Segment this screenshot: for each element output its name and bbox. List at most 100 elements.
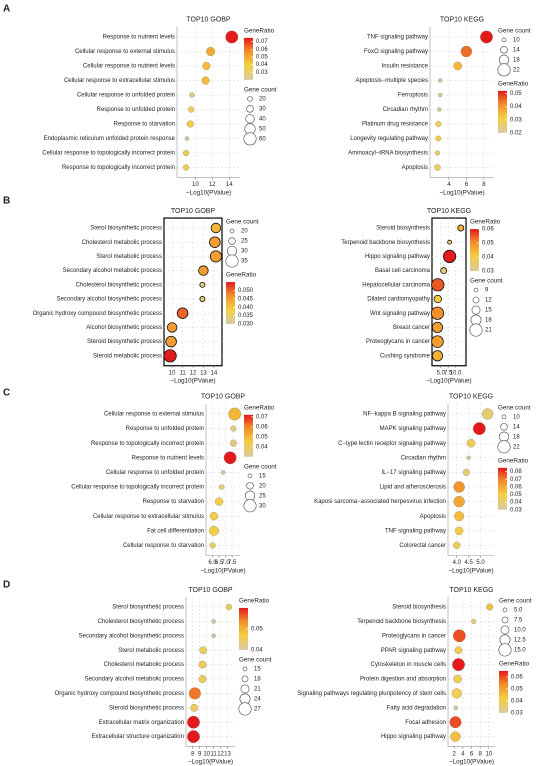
bubble <box>460 45 473 58</box>
bubble <box>199 296 206 302</box>
bubble <box>202 61 211 71</box>
chart-title: TOP10 KEGG <box>440 17 484 24</box>
bubble <box>480 30 493 44</box>
size-key-label: 20 <box>241 229 248 235</box>
colorbar-label: 0.03 <box>511 710 523 716</box>
x-axis-label: −Log10(PValue) <box>200 567 245 574</box>
category-label: Fat cell differentiation <box>147 528 204 534</box>
size-key <box>500 46 508 54</box>
bubble <box>188 687 201 700</box>
bubble <box>450 731 461 742</box>
category-label: Cytoskeleton in muscle cells <box>371 662 446 668</box>
chart-title: TOP10 GOBP <box>186 17 231 24</box>
category-label: Cellular response to starvation <box>123 543 204 549</box>
category-label: Kaposi sarcoma−associated herpesvirus in… <box>314 499 446 505</box>
x-tick-label: 7.0 <box>221 560 230 566</box>
bubble <box>434 164 441 171</box>
bubble <box>462 468 470 476</box>
bubble <box>198 660 207 669</box>
colorbar <box>499 670 508 713</box>
category-label: Apoptosis−multiple species <box>355 78 428 84</box>
bubble <box>184 136 190 141</box>
category-label: Wnt signaling pathway <box>370 311 430 317</box>
colorbar <box>226 282 235 325</box>
size-key <box>247 473 253 479</box>
category-label: Ferroptosis <box>398 93 428 99</box>
category-label: Signaling pathways regulating pluripoten… <box>297 691 446 697</box>
bubble <box>201 76 210 85</box>
colorbar-label: 0.04 <box>510 104 522 110</box>
bubble <box>431 321 444 333</box>
size-key <box>228 237 236 245</box>
x-tick-label: 13 <box>200 370 207 376</box>
size-key-label: 15 <box>254 666 261 672</box>
category-label: Focal adhesion <box>405 720 446 726</box>
bubble <box>451 688 462 699</box>
bubble <box>430 306 445 320</box>
category-label: Extracellular structure organization <box>92 734 184 740</box>
bubble <box>188 106 195 113</box>
x-tick-label: 4.0 <box>453 560 462 566</box>
colorbar-label: 0.03 <box>482 269 494 275</box>
bubble <box>230 425 237 432</box>
plot-frame <box>431 217 467 367</box>
colorbar-label: 0.05 <box>482 241 494 247</box>
bubble <box>454 511 465 522</box>
category-label: Colorectal cancer <box>399 543 446 549</box>
legend-title: GeneRatio <box>226 272 257 279</box>
category-label: PPAR signaling pathway <box>381 648 446 654</box>
colorbar-label: 0.03 <box>510 117 522 123</box>
bubble <box>453 705 459 710</box>
category-label: Steroid biosynthetic process <box>87 339 162 345</box>
size-key-label: 30 <box>259 503 266 509</box>
colorbar-label: 0.07 <box>256 414 268 420</box>
bubble <box>457 224 465 232</box>
colorbar <box>498 90 507 133</box>
category-label: Steroid metabolic process <box>93 353 162 359</box>
size-key-label: 20 <box>259 96 266 102</box>
size-key <box>243 499 257 513</box>
bubble <box>434 150 440 156</box>
x-tick-label: 6 <box>465 182 469 188</box>
size-key <box>473 287 479 293</box>
size-key <box>498 431 510 442</box>
category-label: Insulin resistance <box>382 64 429 70</box>
category-label: Cholesterol biosynthetic process <box>76 282 162 288</box>
panel-label: B <box>3 196 10 207</box>
category-label: Hippo signaling pathway <box>381 734 446 740</box>
bubble <box>435 135 442 142</box>
colorbar-label: 0.04 <box>482 255 494 261</box>
x-tick-label: 11 <box>211 751 218 757</box>
category-label: Sterol metabolic process <box>118 648 184 654</box>
size-key-label: 25 <box>259 493 266 499</box>
size-key-label: 14 <box>513 47 520 53</box>
x-tick-label: 6.0 <box>208 560 217 566</box>
colorbar <box>239 607 248 650</box>
bubble <box>225 603 233 611</box>
colorbar-label: 0.050 <box>238 288 254 294</box>
bubble <box>187 715 200 729</box>
size-key <box>498 54 510 65</box>
bubble <box>472 422 486 435</box>
category-label: FoxO signaling pathway <box>364 49 428 55</box>
colorbar-label: 0.02 <box>510 130 522 136</box>
size-key-label: 25 <box>241 239 248 245</box>
category-label: Steroid biosynthesis <box>376 226 430 232</box>
colorbar-label: 0.040 <box>238 305 254 311</box>
category-label: Cholesterol metabolic process <box>82 240 162 246</box>
size-key-label: 5.0 <box>514 607 523 613</box>
colorbar <box>244 37 253 80</box>
panel-label: A <box>3 4 10 15</box>
category-label: Lipid and atherosclerosis <box>380 485 446 491</box>
size-key-label: 60 <box>259 136 266 142</box>
size-key-label: 27 <box>254 706 261 712</box>
colorbar-label: 0.06 <box>256 47 268 53</box>
category-label: Hepatocellular carcinoma <box>362 282 430 288</box>
chart-title: TOP10 GOBP <box>171 208 216 215</box>
colorbar <box>244 414 253 457</box>
size-key-label: 9 <box>485 288 489 294</box>
x-axis-label: −Log10(PValue) <box>439 189 484 196</box>
size-key <box>243 132 257 146</box>
size-key <box>245 114 255 124</box>
